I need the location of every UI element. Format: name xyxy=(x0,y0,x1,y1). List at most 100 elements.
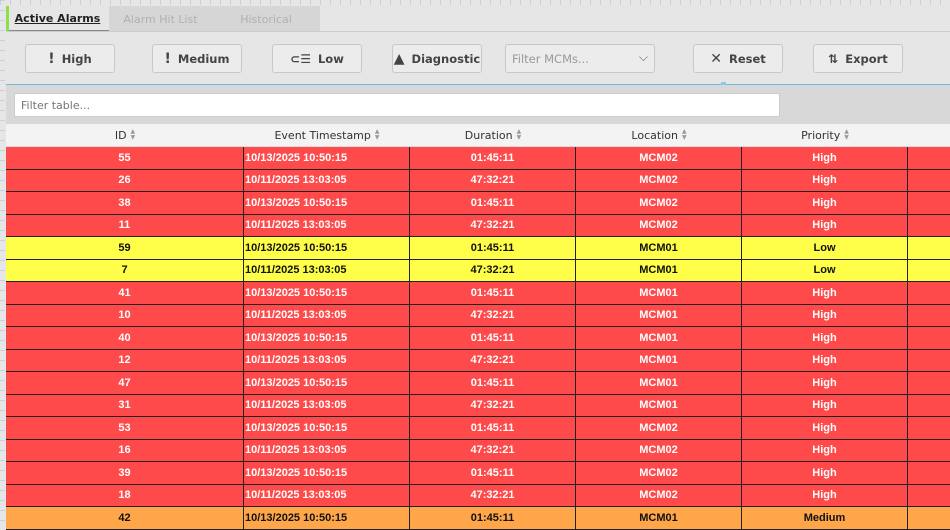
table-row[interactable]: 39 10/13/2025 10:50:15 01:45:11 MCM02 High xyxy=(6,462,950,485)
medium-filter-button[interactable]: ! Medium xyxy=(152,44,242,73)
table-cell: 01:45:11 xyxy=(410,147,576,169)
table-cell: MCM02 xyxy=(576,462,742,484)
table-row[interactable]: 12 10/11/2025 13:03:05 47:32:21 MCM01 High xyxy=(6,349,950,372)
sort-arrows-icon: ⇅ xyxy=(828,51,839,66)
export-button[interactable]: ⇅ Export xyxy=(813,44,903,73)
table-cell: 53 xyxy=(6,417,244,439)
tab-historical[interactable]: Historical xyxy=(212,6,320,32)
table-cell: 10/13/2025 10:50:15 xyxy=(244,147,410,169)
vertical-ruler xyxy=(0,0,5,530)
table-cell: 10/13/2025 10:50:15 xyxy=(244,237,410,259)
table-cell: 10/13/2025 10:50:15 xyxy=(244,192,410,214)
mcm-filter-dropdown[interactable]: Filter MCMs... ⌵ xyxy=(505,44,655,73)
sort-icon[interactable]: ▲ ▼ xyxy=(844,128,849,141)
column-header xyxy=(908,124,950,146)
table-cell xyxy=(908,395,950,417)
mcm-filter-placeholder: Filter MCMs... xyxy=(512,51,589,66)
table-cell xyxy=(908,417,950,439)
table-cell: 10/11/2025 13:03:05 xyxy=(244,439,410,461)
column-header-label: Event Timestamp xyxy=(274,128,371,142)
table-cell: 10/11/2025 13:03:05 xyxy=(244,484,410,506)
sort-icon[interactable]: ▲ ▼ xyxy=(681,128,687,141)
table-cell: 10/13/2025 10:50:15 xyxy=(244,417,410,439)
reset-button[interactable]: ✕ Reset xyxy=(693,44,783,73)
divider xyxy=(6,31,950,32)
column-header[interactable]: Priority ▲ ▼ xyxy=(742,124,908,146)
table-cell: 12 xyxy=(6,349,244,371)
table-cell: High xyxy=(742,417,908,439)
chevron-down-icon: ⌵ xyxy=(638,50,648,64)
table-row[interactable]: 38 10/13/2025 10:50:15 01:45:11 MCM02 High xyxy=(6,192,950,215)
table-cell: 59 xyxy=(6,237,244,259)
table-row[interactable]: 40 10/13/2025 10:50:15 01:45:11 MCM01 High xyxy=(6,327,950,350)
table-cell xyxy=(908,462,950,484)
sort-icon[interactable]: ▲ ▼ xyxy=(374,128,380,141)
table-cell xyxy=(908,350,950,372)
table-row[interactable]: 18 10/11/2025 13:03:05 47:32:21 MCM02 High xyxy=(6,484,950,507)
table-cell: Medium xyxy=(742,507,908,529)
button-label: Export xyxy=(845,51,888,66)
table-cell: MCM01 xyxy=(576,349,742,371)
table-cell: High xyxy=(742,349,908,371)
high-filter-button[interactable]: ! High xyxy=(25,44,115,73)
table-cell: 10/13/2025 10:50:15 xyxy=(244,282,410,304)
table-cell: MCM02 xyxy=(576,169,742,191)
column-header-label: Priority xyxy=(801,128,841,142)
table-cell xyxy=(908,440,950,462)
table-row[interactable]: 55 10/13/2025 10:50:15 01:45:11 MCM02 High xyxy=(6,147,950,170)
table-cell: 47:32:21 xyxy=(410,349,576,371)
table-cell: MCM01 xyxy=(576,259,742,281)
column-header-label: Duration xyxy=(464,128,513,142)
table-cell: High xyxy=(742,484,908,506)
tab-active-alarms[interactable]: Active Alarms xyxy=(6,6,109,32)
table-cell: 47:32:21 xyxy=(410,484,576,506)
table-cell: 7 xyxy=(6,259,244,281)
column-header[interactable]: Duration ▲ ▼ xyxy=(410,124,576,146)
table-cell: 01:45:11 xyxy=(410,417,576,439)
table-cell xyxy=(908,260,950,282)
table-row[interactable]: 7 10/11/2025 13:03:05 47:32:21 MCM01 Low xyxy=(6,259,950,282)
table-row[interactable]: 31 10/11/2025 13:03:05 47:32:21 MCM01 High xyxy=(6,394,950,417)
diagnostic-filter-button[interactable]: ▲ Diagnostic xyxy=(392,44,482,73)
table-cell: 01:45:11 xyxy=(410,192,576,214)
table-filter-input[interactable] xyxy=(14,93,780,117)
table-cell: 26 xyxy=(6,169,244,191)
table-row[interactable]: 59 10/13/2025 10:50:15 01:45:11 MCM01 Low xyxy=(6,237,950,260)
table-cell: High xyxy=(742,372,908,394)
table-cell: 10/11/2025 13:03:05 xyxy=(244,349,410,371)
table-body: 55 10/13/2025 10:50:15 01:45:11 MCM02 High 26… xyxy=(6,147,950,530)
table-cell: High xyxy=(742,214,908,236)
table-header: ID ▲ ▼ Event Timestamp ▲ ▼ Duration ▲ ▼ Location ▲… xyxy=(6,124,950,147)
table-row[interactable]: 16 10/11/2025 13:03:05 47:32:21 MCM02 High xyxy=(6,439,950,462)
table-cell: 01:45:11 xyxy=(410,237,576,259)
table-row[interactable]: 10 10/11/2025 13:03:05 47:32:21 MCM01 High xyxy=(6,304,950,327)
warning-triangle-icon: ▲ xyxy=(393,50,405,67)
table-cell: 47:32:21 xyxy=(410,394,576,416)
table-cell: 10/11/2025 13:03:05 xyxy=(244,169,410,191)
column-header[interactable]: Event Timestamp ▲ ▼ xyxy=(244,124,410,146)
table-row[interactable]: 47 10/13/2025 10:50:15 01:45:11 MCM01 High xyxy=(6,372,950,395)
table-cell: 42 xyxy=(6,507,244,529)
table-row[interactable]: 42 10/13/2025 10:50:15 01:45:11 MCM01 Medium xyxy=(6,507,950,530)
table-cell xyxy=(908,305,950,327)
low-filter-button[interactable]: ⊂☰ Low xyxy=(272,44,362,73)
table-row[interactable]: 11 10/11/2025 13:03:05 47:32:21 MCM02 High xyxy=(6,214,950,237)
table-cell: High xyxy=(742,394,908,416)
column-header[interactable]: ID ▲ ▼ xyxy=(6,124,244,146)
table-cell xyxy=(908,170,950,192)
sort-icon[interactable]: ▲ ▼ xyxy=(130,128,136,141)
table-cell: 40 xyxy=(6,327,244,349)
tab-alarm-hit-list[interactable]: Alarm Hit List xyxy=(109,6,212,32)
table-row[interactable]: 26 10/11/2025 13:03:05 47:32:21 MCM02 High xyxy=(6,169,950,192)
sort-icon[interactable]: ▲ ▼ xyxy=(516,128,522,141)
resize-handle[interactable] xyxy=(721,82,726,87)
table-cell: 10/11/2025 13:03:05 xyxy=(244,259,410,281)
table-cell: MCM02 xyxy=(576,484,742,506)
button-label: Reset xyxy=(728,51,766,66)
table-cell: MCM02 xyxy=(576,147,742,169)
button-label: Medium xyxy=(177,51,230,66)
column-header[interactable]: Location ▲ ▼ xyxy=(576,124,742,146)
table-row[interactable]: 41 10/13/2025 10:50:15 01:45:11 MCM01 High xyxy=(6,282,950,305)
table-cell: 39 xyxy=(6,462,244,484)
table-row[interactable]: 53 10/13/2025 10:50:15 01:45:11 MCM02 High xyxy=(6,417,950,440)
